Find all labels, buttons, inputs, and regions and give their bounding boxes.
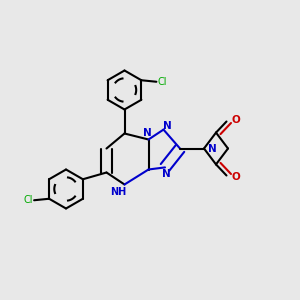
Text: N: N — [162, 169, 171, 179]
Text: N: N — [208, 143, 216, 154]
Text: O: O — [232, 172, 241, 182]
Text: Cl: Cl — [158, 77, 167, 87]
Text: Cl: Cl — [23, 195, 33, 205]
Text: NH: NH — [110, 187, 126, 197]
Text: N: N — [163, 121, 172, 131]
Text: N: N — [142, 128, 152, 138]
Text: O: O — [232, 115, 241, 125]
